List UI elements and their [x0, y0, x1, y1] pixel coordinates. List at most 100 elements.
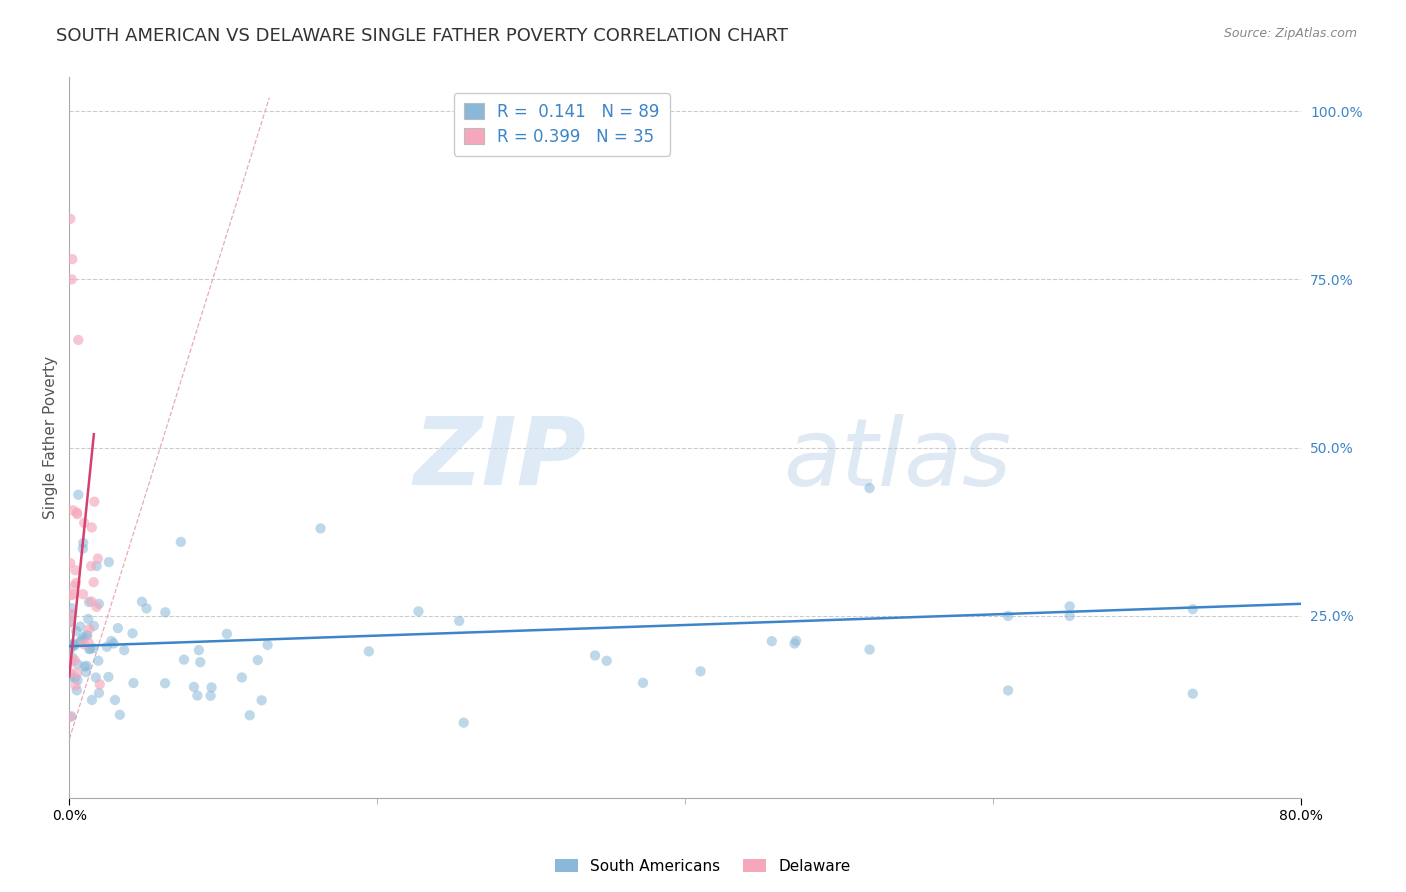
Point: [66, 666, 89, 681]
Point: [76, 658, 98, 673]
Point: [59, 655, 82, 669]
Point: [408, 604, 430, 618]
Point: [72, 541, 94, 556]
Point: [449, 614, 471, 628]
Point: [453, 715, 475, 730]
Point: [65, 679, 87, 693]
Point: [153, 676, 176, 690]
Text: Source: ZipAtlas.com: Source: ZipAtlas.com: [1223, 27, 1357, 40]
Point: [60, 638, 83, 652]
Point: [239, 708, 262, 723]
Point: [246, 653, 269, 667]
Point: [1059, 609, 1081, 624]
Point: [215, 627, 238, 641]
Point: [60, 607, 83, 621]
Point: [59, 642, 82, 657]
Point: [997, 683, 1019, 698]
Point: [131, 595, 153, 609]
Point: [63, 639, 86, 653]
Point: [188, 655, 211, 669]
Point: [62, 639, 84, 653]
Point: [83, 619, 105, 633]
Point: [80, 559, 103, 574]
Point: [62, 650, 84, 665]
Point: [77, 635, 100, 649]
Point: [250, 693, 273, 707]
Point: [62, 503, 84, 517]
Point: [62, 587, 84, 601]
Point: [135, 601, 157, 615]
Point: [66, 657, 89, 672]
Point: [70, 633, 93, 648]
Point: [89, 677, 111, 691]
Point: [87, 597, 110, 611]
Point: [73, 516, 96, 530]
Point: [107, 621, 129, 635]
Point: [76, 628, 98, 642]
Point: [77, 595, 100, 609]
Point: [173, 652, 195, 666]
Point: [66, 507, 89, 521]
Point: [112, 643, 135, 657]
Point: [66, 683, 89, 698]
Point: [58, 615, 80, 630]
Point: [595, 654, 617, 668]
Point: [60, 252, 83, 267]
Point: [200, 681, 222, 695]
Point: [689, 665, 711, 679]
Point: [60, 601, 83, 615]
Point: [63, 579, 86, 593]
Point: [183, 680, 205, 694]
Point: [631, 675, 654, 690]
Point: [84, 671, 107, 685]
Point: [357, 644, 380, 658]
Point: [66, 673, 89, 687]
Point: [77, 612, 100, 626]
Point: [67, 488, 90, 502]
Point: [121, 626, 143, 640]
Point: [785, 633, 807, 648]
Point: [83, 494, 105, 508]
Point: [79, 622, 101, 636]
Point: [60, 607, 83, 622]
Point: [59, 710, 82, 724]
Point: [76, 628, 98, 642]
Point: [82, 641, 104, 656]
Point: [1059, 599, 1081, 614]
Point: [997, 609, 1019, 624]
Point: [60, 272, 83, 286]
Point: [59, 556, 82, 570]
Point: [97, 670, 120, 684]
Text: ZIP: ZIP: [413, 413, 586, 505]
Point: [86, 599, 108, 614]
Point: [66, 506, 89, 520]
Point: [87, 686, 110, 700]
Text: SOUTH AMERICAN VS DELAWARE SINGLE FATHER POVERTY CORRELATION CHART: SOUTH AMERICAN VS DELAWARE SINGLE FATHER…: [56, 27, 789, 45]
Point: [103, 636, 125, 650]
Point: [72, 587, 94, 601]
Point: [858, 481, 880, 495]
Point: [1181, 602, 1204, 616]
Legend: South Americans, Delaware: South Americans, Delaware: [550, 853, 856, 880]
Point: [75, 665, 97, 679]
Point: [59, 666, 82, 681]
Point: [65, 563, 87, 577]
Point: [200, 689, 222, 703]
Point: [87, 654, 110, 668]
Point: [1181, 687, 1204, 701]
Point: [309, 521, 332, 535]
Point: [59, 615, 82, 630]
Point: [69, 619, 91, 633]
Text: atlas: atlas: [783, 414, 1012, 505]
Point: [761, 634, 783, 648]
Point: [96, 640, 118, 654]
Point: [186, 689, 208, 703]
Point: [256, 638, 278, 652]
Point: [63, 653, 86, 667]
Point: [63, 671, 86, 685]
Y-axis label: Single Father Poverty: Single Father Poverty: [44, 356, 58, 519]
Point: [122, 676, 145, 690]
Point: [72, 536, 94, 550]
Point: [59, 211, 82, 226]
Point: [80, 520, 103, 534]
